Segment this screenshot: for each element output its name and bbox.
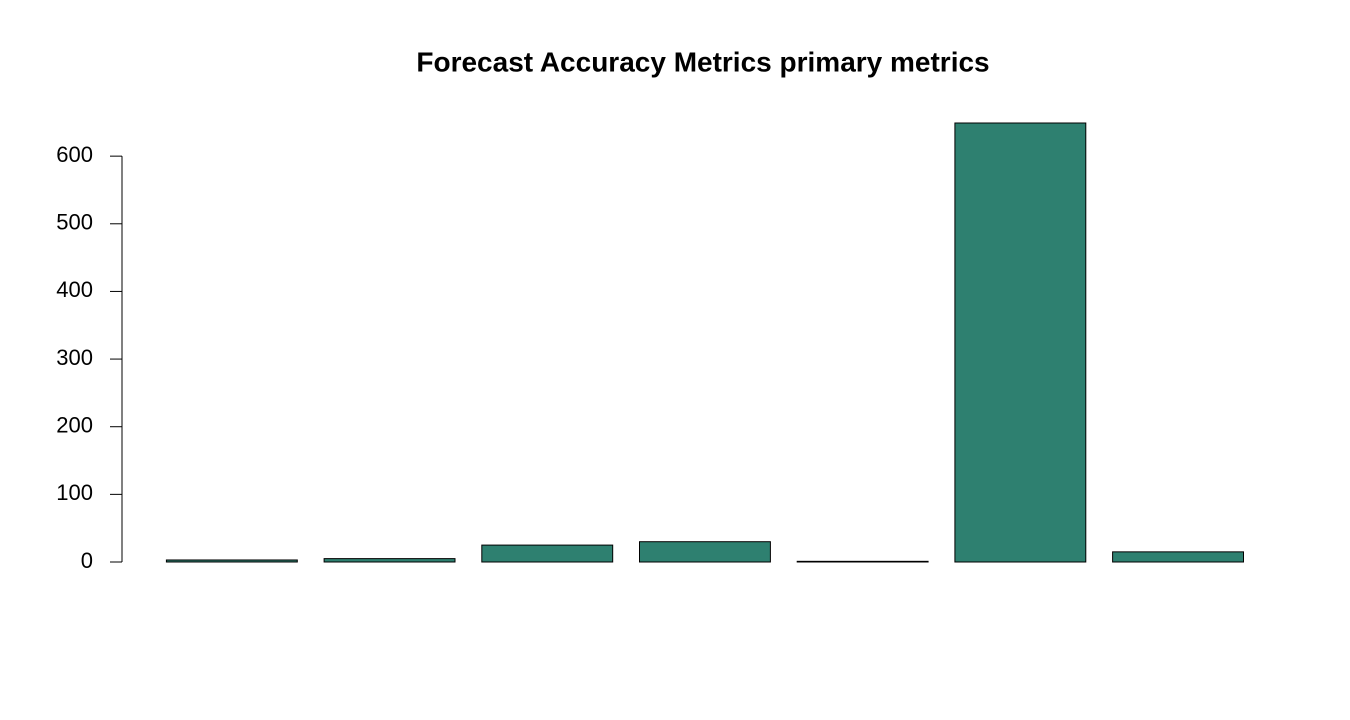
chart-title: Forecast Accuracy Metrics primary metric…: [416, 46, 989, 77]
bar: [165, 559, 298, 563]
y-tick-label: 100: [56, 480, 93, 505]
bar: [323, 558, 456, 563]
bar: [954, 122, 1087, 563]
y-tick-label: 300: [56, 345, 93, 370]
bar: [796, 560, 929, 563]
y-tick-label: 500: [56, 210, 93, 235]
bar: [481, 544, 614, 563]
y-tick-label: 400: [56, 277, 93, 302]
y-tick-label: 200: [56, 413, 93, 438]
y-tick-label: 0: [81, 548, 93, 573]
bar: [639, 541, 771, 563]
bar: [1112, 551, 1244, 563]
y-tick-label: 600: [56, 142, 93, 167]
